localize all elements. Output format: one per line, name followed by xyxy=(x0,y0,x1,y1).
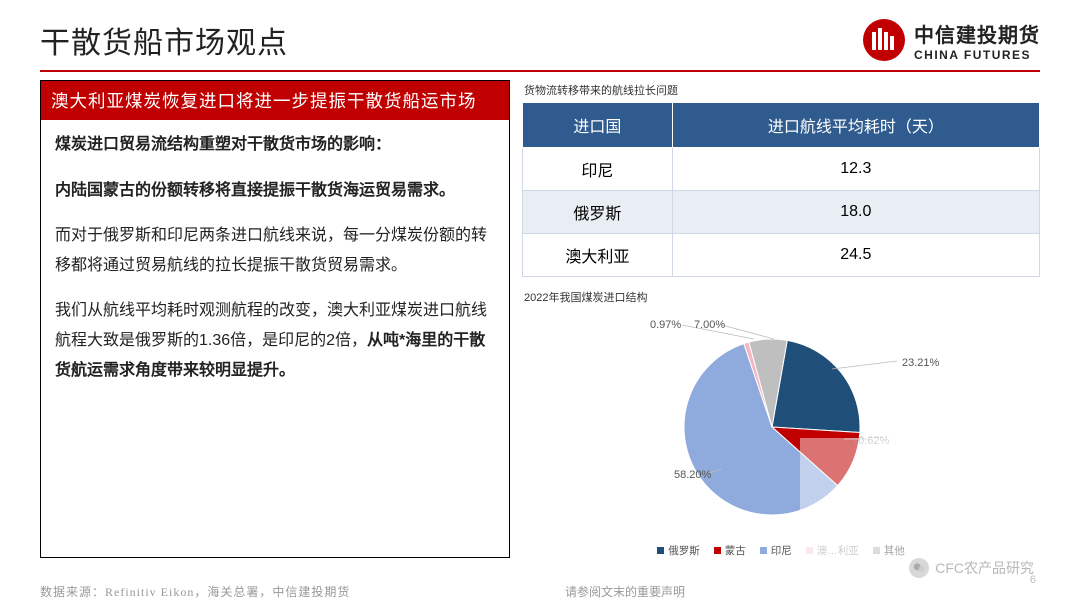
right-panel: 货物流转移带来的航线拉长问题 进口国进口航线平均耗时（天） 印尼12.3俄罗斯1… xyxy=(522,80,1040,558)
legend-swatch xyxy=(714,547,721,554)
legend-label: 印尼 xyxy=(771,543,792,558)
legend-swatch xyxy=(760,547,767,554)
pie-legend: 俄罗斯 蒙古 印尼 澳…利亚 其他 xyxy=(522,543,1040,558)
legend-swatch xyxy=(657,547,664,554)
wechat-watermark: CFC农产品研究 xyxy=(909,558,1034,578)
logo-text-en: CHINA FUTURES xyxy=(914,48,1040,62)
pie-slice-label: 7.00% xyxy=(694,319,725,331)
pie-slice-label: 10.62% xyxy=(852,435,889,447)
pie-slice-label: 0.97% xyxy=(650,319,681,331)
table-cell: 印尼 xyxy=(523,148,673,191)
legend-swatch xyxy=(806,547,813,554)
content-area: 澳大利亚煤炭恢复进口将进一步提振干散货船运市场 煤炭进口贸易流结构重塑对干散货市… xyxy=(0,80,1080,558)
pie-slice-label: 58.20% xyxy=(674,469,711,481)
watermark-text: CFC农产品研究 xyxy=(935,558,1034,578)
left-panel: 澳大利亚煤炭恢复进口将进一步提振干散货船运市场 煤炭进口贸易流结构重塑对干散货市… xyxy=(40,80,510,558)
table-row: 印尼12.3 xyxy=(523,148,1040,191)
pie-slice-label: 23.21% xyxy=(902,357,939,369)
table-caption: 货物流转移带来的航线拉长问题 xyxy=(522,80,1040,102)
table-row: 澳大利亚24.5 xyxy=(523,234,1040,277)
table-header-cell: 进口航线平均耗时（天） xyxy=(672,103,1039,148)
footer: 数据来源：Refinitiv Eikon，海关总署，中信建投期货 请参阅文末的重… xyxy=(0,583,1080,600)
pie-chart: 23.21% 10.62% 58.20% 0.97% 7.00% xyxy=(522,309,1040,539)
page-title: 干散货船市场观点 xyxy=(40,18,288,62)
table-cell: 澳大利亚 xyxy=(523,234,673,277)
pie-caption: 2022年我国煤炭进口结构 xyxy=(522,287,1040,309)
legend-item: 印尼 xyxy=(760,543,792,558)
legend-label: 其他 xyxy=(884,543,905,558)
table-header-cell: 进口国 xyxy=(523,103,673,148)
pie-chart-block: 2022年我国煤炭进口结构 23.21% 10.62% 58.20% 0.97% 7.0… xyxy=(522,287,1040,558)
header-divider xyxy=(40,70,1040,72)
legend-item: 澳…利亚 xyxy=(806,543,859,558)
legend-item: 其他 xyxy=(873,543,905,558)
legend-item: 俄罗斯 xyxy=(657,543,700,558)
wechat-icon xyxy=(909,558,929,578)
logo-text-cn: 中信建投期货 xyxy=(914,19,1040,48)
body-text: 煤炭进口贸易流结构重塑对干散货市场的影响： 内陆国蒙古的份额转移将直接提振干散货… xyxy=(41,120,509,415)
table-row: 俄罗斯18.0 xyxy=(523,191,1040,234)
para-2: 内陆国蒙古的份额转移将直接提振干散货海运贸易需求。 xyxy=(55,176,495,206)
banner: 澳大利亚煤炭恢复进口将进一步提振干散货船运市场 xyxy=(41,81,509,120)
logo-icon xyxy=(862,18,906,62)
table-cell: 12.3 xyxy=(672,148,1039,191)
route-time-table: 进口国进口航线平均耗时（天） 印尼12.3俄罗斯18.0澳大利亚24.5 xyxy=(522,102,1040,277)
para-1: 煤炭进口贸易流结构重塑对干散货市场的影响： xyxy=(55,130,495,160)
disclaimer-note: 请参阅文末的重要声明 xyxy=(515,583,1040,600)
slide-header: 干散货船市场观点 中信建投期货 CHINA FUTURES xyxy=(0,0,1080,70)
legend-item: 蒙古 xyxy=(714,543,746,558)
legend-label: 蒙古 xyxy=(725,543,746,558)
brand-logo: 中信建投期货 CHINA FUTURES xyxy=(862,18,1040,62)
para-3: 而对于俄罗斯和印尼两条进口航线来说，每一分煤炭份额的转移都将通过贸易航线的拉长提… xyxy=(55,221,495,280)
table-cell: 俄罗斯 xyxy=(523,191,673,234)
legend-swatch xyxy=(873,547,880,554)
data-source: 数据来源：Refinitiv Eikon，海关总署，中信建投期货 xyxy=(40,583,515,600)
logo-text-block: 中信建投期货 CHINA FUTURES xyxy=(914,19,1040,62)
legend-label: 俄罗斯 xyxy=(668,543,700,558)
para-4: 我们从航线平均耗时观测航程的改变，澳大利亚煤炭进口航线航程大致是俄罗斯的1.36… xyxy=(55,296,495,385)
table-cell: 18.0 xyxy=(672,191,1039,234)
table-cell: 24.5 xyxy=(672,234,1039,277)
legend-label: 澳…利亚 xyxy=(817,543,859,558)
